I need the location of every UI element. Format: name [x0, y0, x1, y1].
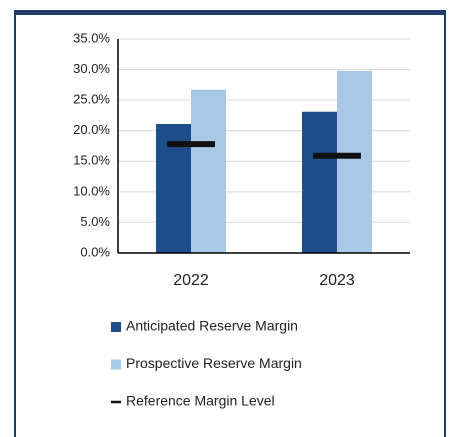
bar [191, 89, 226, 254]
legend-swatch [111, 322, 121, 332]
y-tick-label: 5.0% [80, 214, 110, 229]
y-tick-label: 15.0% [73, 153, 110, 168]
legend-label: Prospective Reserve Margin [126, 355, 302, 371]
y-tick-label: 0.0% [80, 244, 110, 259]
y-tick-label: 30.0% [73, 61, 110, 76]
x-tick-label: 2022 [173, 272, 209, 289]
bar [337, 70, 372, 254]
x-tick-label: 2023 [319, 272, 355, 289]
legend-label: Reference Margin Level [126, 393, 275, 409]
y-tick-label: 10.0% [73, 183, 110, 198]
y-tick-label: 25.0% [73, 92, 110, 107]
bar [302, 111, 337, 253]
frame-top [14, 10, 446, 15]
legend-label: Anticipated Reserve Margin [126, 318, 298, 334]
y-tick-label: 20.0% [73, 122, 110, 137]
legend-swatch [111, 359, 121, 370]
y-tick-label: 35.0% [73, 30, 110, 45]
